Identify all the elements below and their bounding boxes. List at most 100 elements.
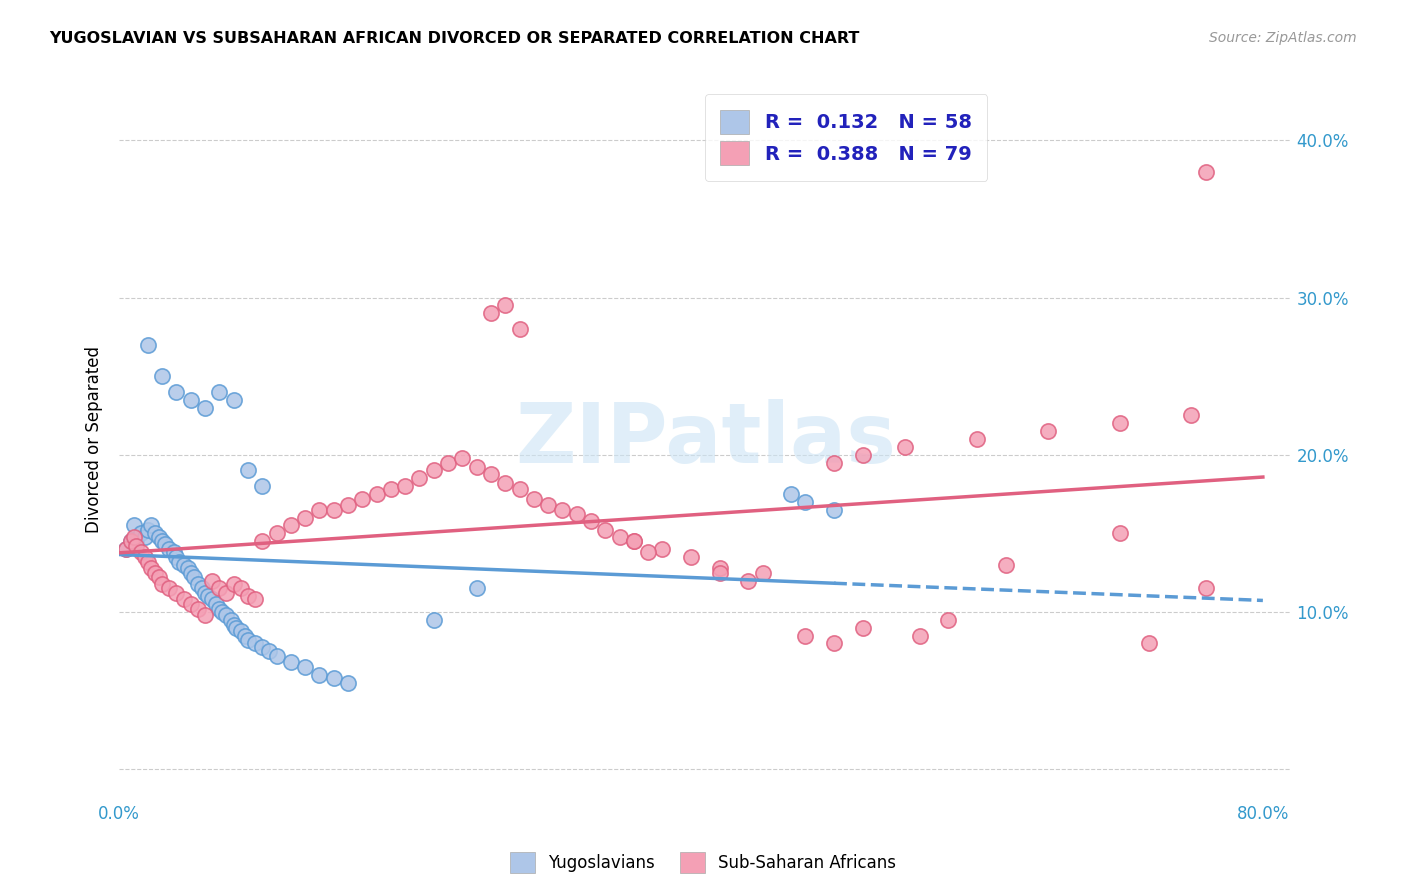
Point bbox=[194, 608, 217, 623]
Point bbox=[125, 534, 148, 549]
Point bbox=[465, 582, 488, 596]
Point bbox=[201, 574, 224, 588]
Point bbox=[139, 518, 162, 533]
Point bbox=[380, 483, 402, 497]
Point bbox=[162, 545, 184, 559]
Point bbox=[252, 640, 274, 654]
Y-axis label: Divorced or Separated: Divorced or Separated bbox=[86, 345, 103, 533]
Point bbox=[208, 384, 231, 399]
Point bbox=[148, 570, 170, 584]
Point bbox=[623, 534, 645, 549]
Point bbox=[143, 526, 166, 541]
Point bbox=[852, 621, 875, 635]
Point bbox=[651, 542, 673, 557]
Point bbox=[823, 636, 845, 650]
Point bbox=[136, 555, 159, 569]
Point bbox=[173, 558, 195, 572]
Point bbox=[565, 508, 588, 522]
Point bbox=[180, 566, 202, 580]
Point bbox=[205, 597, 228, 611]
Point bbox=[157, 542, 180, 557]
Point bbox=[352, 491, 374, 506]
Point bbox=[1137, 636, 1160, 650]
Point bbox=[243, 592, 266, 607]
Point bbox=[180, 597, 202, 611]
Point bbox=[266, 526, 288, 541]
Point bbox=[259, 644, 281, 658]
Point bbox=[823, 502, 845, 516]
Point bbox=[187, 602, 209, 616]
Point bbox=[1195, 165, 1218, 179]
Point bbox=[509, 322, 531, 336]
Point bbox=[165, 586, 187, 600]
Point bbox=[908, 628, 931, 642]
Point bbox=[150, 534, 173, 549]
Point bbox=[423, 613, 446, 627]
Point bbox=[966, 432, 988, 446]
Point bbox=[148, 529, 170, 543]
Point bbox=[134, 549, 156, 564]
Point bbox=[177, 561, 200, 575]
Point bbox=[852, 448, 875, 462]
Point bbox=[134, 529, 156, 543]
Point bbox=[243, 636, 266, 650]
Point bbox=[509, 483, 531, 497]
Point bbox=[252, 534, 274, 549]
Text: YUGOSLAVIAN VS SUBSAHARAN AFRICAN DIVORCED OR SEPARATED CORRELATION CHART: YUGOSLAVIAN VS SUBSAHARAN AFRICAN DIVORC… bbox=[49, 31, 859, 46]
Point bbox=[157, 582, 180, 596]
Point bbox=[551, 502, 574, 516]
Point bbox=[494, 298, 516, 312]
Point bbox=[294, 660, 316, 674]
Point bbox=[1180, 409, 1202, 423]
Point bbox=[794, 628, 817, 642]
Point bbox=[308, 668, 330, 682]
Point bbox=[366, 487, 388, 501]
Point bbox=[451, 450, 474, 465]
Point bbox=[153, 537, 176, 551]
Point bbox=[233, 628, 256, 642]
Point bbox=[173, 592, 195, 607]
Point bbox=[222, 392, 245, 407]
Point bbox=[794, 495, 817, 509]
Point bbox=[194, 401, 217, 415]
Point bbox=[709, 566, 731, 580]
Point bbox=[201, 592, 224, 607]
Point bbox=[139, 561, 162, 575]
Point bbox=[194, 586, 217, 600]
Point bbox=[225, 621, 247, 635]
Point bbox=[165, 384, 187, 399]
Point bbox=[252, 479, 274, 493]
Point bbox=[211, 605, 233, 619]
Point bbox=[150, 369, 173, 384]
Point bbox=[122, 529, 145, 543]
Point bbox=[681, 549, 703, 564]
Point bbox=[780, 487, 803, 501]
Point bbox=[215, 608, 238, 623]
Point bbox=[537, 498, 560, 512]
Point bbox=[120, 534, 142, 549]
Text: ZIPatlas: ZIPatlas bbox=[515, 399, 896, 480]
Point bbox=[280, 518, 302, 533]
Point bbox=[222, 576, 245, 591]
Point bbox=[737, 574, 759, 588]
Point bbox=[136, 523, 159, 537]
Point bbox=[1109, 526, 1132, 541]
Point bbox=[751, 566, 773, 580]
Point bbox=[637, 545, 659, 559]
Point bbox=[208, 582, 231, 596]
Point bbox=[129, 545, 152, 559]
Legend: R =  0.132   N = 58, R =  0.388   N = 79: R = 0.132 N = 58, R = 0.388 N = 79 bbox=[704, 95, 987, 181]
Point bbox=[709, 561, 731, 575]
Point bbox=[337, 675, 360, 690]
Legend: Yugoslavians, Sub-Saharan Africans: Yugoslavians, Sub-Saharan Africans bbox=[503, 846, 903, 880]
Point bbox=[322, 671, 344, 685]
Point bbox=[938, 613, 960, 627]
Point bbox=[479, 306, 502, 320]
Point bbox=[494, 476, 516, 491]
Point bbox=[215, 586, 238, 600]
Point bbox=[994, 558, 1017, 572]
Point bbox=[623, 534, 645, 549]
Point bbox=[180, 392, 202, 407]
Point bbox=[337, 498, 360, 512]
Point bbox=[479, 467, 502, 481]
